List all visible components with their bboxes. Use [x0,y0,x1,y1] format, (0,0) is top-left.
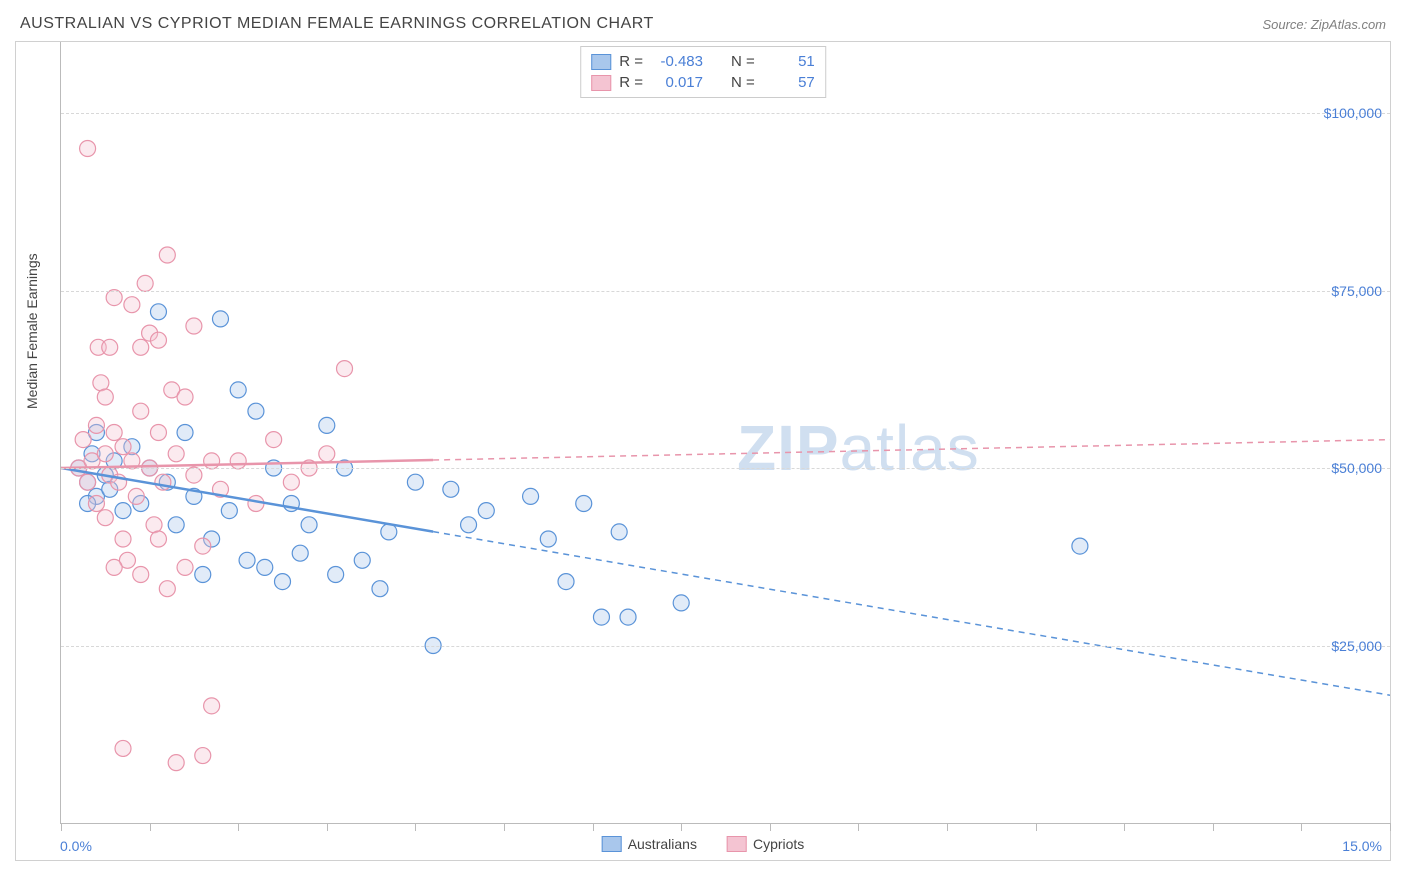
x-tick [681,823,682,831]
y-tick-label: $50,000 [1331,460,1382,476]
x-tick [770,823,771,831]
x-tick [1213,823,1214,831]
chart-title: AUSTRALIAN VS CYPRIOT MEDIAN FEMALE EARN… [20,15,654,33]
gridline [61,646,1390,647]
x-tick [238,823,239,831]
stats-row-cypriots: R = 0.017 N = 57 [591,72,815,93]
gridline [61,291,1390,292]
watermark: ZIPatlas [737,411,980,485]
x-axis-min-label: 0.0% [60,838,92,854]
x-tick [593,823,594,831]
stats-row-australians: R = -0.483 N = 51 [591,51,815,72]
chart-header: AUSTRALIAN VS CYPRIOT MEDIAN FEMALE EARN… [15,15,1391,41]
x-tick [947,823,948,831]
n-value-cypriots: 57 [763,74,815,91]
swatch-australians [602,836,622,852]
x-tick [327,823,328,831]
chart-container: Median Female Earnings ZIPatlas $25,000 $… [15,41,1391,861]
x-tick [858,823,859,831]
y-tick-label: $25,000 [1331,638,1382,654]
legend-item-cypriots: Cypriots [727,836,804,852]
plot-area: ZIPatlas $25,000 $50,000 $75,000 $100,000 [60,42,1390,824]
swatch-australians [591,54,611,70]
r-value-australians: -0.483 [651,53,703,70]
y-axis-title: Median Female Earnings [24,253,40,409]
y-tick-label: $100,000 [1324,105,1382,121]
x-tick [1301,823,1302,831]
scatter-svg [61,42,1390,823]
gridline [61,468,1390,469]
r-value-cypriots: 0.017 [651,74,703,91]
swatch-cypriots [727,836,747,852]
source-attribution: Source: ZipAtlas.com [1262,17,1386,32]
x-tick [1124,823,1125,831]
series-legend: Australians Cypriots [602,836,805,852]
x-tick [504,823,505,831]
gridline [61,113,1390,114]
swatch-cypriots [591,75,611,91]
x-axis-max-label: 15.0% [1342,838,1382,854]
x-tick [150,823,151,831]
legend-item-australians: Australians [602,836,697,852]
x-tick [61,823,62,831]
x-tick [415,823,416,831]
x-tick [1036,823,1037,831]
n-value-australians: 51 [763,53,815,70]
x-tick [1390,823,1391,831]
stats-legend: R = -0.483 N = 51 R = 0.017 N = 57 [580,46,826,98]
y-tick-label: $75,000 [1331,283,1382,299]
